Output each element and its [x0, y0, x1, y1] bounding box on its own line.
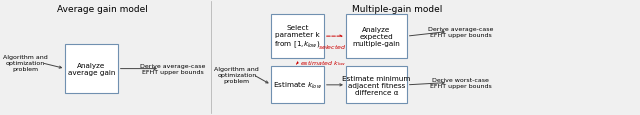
Text: Derive worst-case
EFHT upper bounds: Derive worst-case EFHT upper bounds	[430, 77, 492, 88]
Text: Multiple-gain model: Multiple-gain model	[351, 5, 442, 14]
Text: Analyze
expected
multiple-gain: Analyze expected multiple-gain	[353, 27, 400, 47]
Text: Analyze
average gain: Analyze average gain	[68, 63, 115, 75]
FancyBboxPatch shape	[346, 15, 407, 59]
Text: Estimate minimum
adjacent fitness
difference α: Estimate minimum adjacent fitness differ…	[342, 75, 410, 95]
Text: selected $k$: selected $k$	[318, 43, 352, 51]
FancyBboxPatch shape	[346, 67, 407, 104]
Text: estimated $k_{low}$: estimated $k_{low}$	[300, 58, 347, 67]
Text: Estimate $k_{low}$: Estimate $k_{low}$	[273, 80, 322, 90]
Text: Algorithm and
optimization
problem: Algorithm and optimization problem	[214, 66, 259, 83]
Text: Average gain model: Average gain model	[57, 5, 148, 14]
Text: Algorithm and
optimization
problem: Algorithm and optimization problem	[3, 55, 48, 72]
Text: Select
parameter k
from [1,$k_{low}$): Select parameter k from [1,$k_{low}$)	[275, 24, 321, 49]
FancyBboxPatch shape	[271, 67, 324, 104]
FancyBboxPatch shape	[65, 45, 118, 93]
Text: Derive average-case
EFHT upper bounds: Derive average-case EFHT upper bounds	[140, 64, 205, 74]
FancyBboxPatch shape	[271, 15, 324, 59]
Text: Derive average-case
EFHT upper bounds: Derive average-case EFHT upper bounds	[428, 27, 493, 38]
